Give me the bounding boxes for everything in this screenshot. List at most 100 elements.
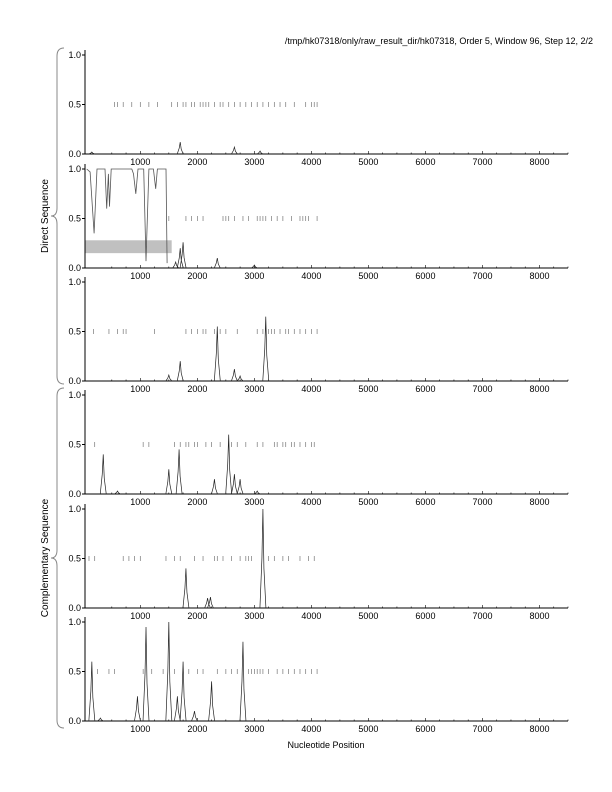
x-tick-label: 6000 xyxy=(415,497,435,507)
x-tick-label: 2000 xyxy=(187,157,207,167)
coding-peak xyxy=(213,326,221,382)
x-tick-label: 6000 xyxy=(415,611,435,621)
x-tick-label: 1000 xyxy=(130,724,150,734)
y-tick-label: 0.5 xyxy=(68,440,81,450)
coding-peak xyxy=(88,661,96,722)
x-tick-label: 3000 xyxy=(244,384,264,394)
x-tick-label: 8000 xyxy=(529,497,549,507)
coding-peak xyxy=(176,361,184,382)
y-tick-label: 0.5 xyxy=(68,554,81,564)
x-tick-label: 2000 xyxy=(187,384,207,394)
x-tick-label: 3000 xyxy=(244,724,264,734)
complementary-sequence-label: Complementary Sequence xyxy=(40,498,51,617)
panel-5: 0.0 0.5 1.0 1000 2000 3000 4000 5000 6000 7000 800… xyxy=(68,504,569,621)
y-tick-label: 0.0 xyxy=(68,149,81,159)
x-tick-label: 4000 xyxy=(301,724,321,734)
coding-peak xyxy=(165,469,173,495)
y-tick-label: 1.0 xyxy=(68,617,81,627)
coding-peak xyxy=(174,696,181,722)
x-tick-label: 8000 xyxy=(529,611,549,621)
x-tick-label: 5000 xyxy=(358,497,378,507)
y-tick-label: 1.0 xyxy=(68,390,81,400)
chart-title: /tmp/hk07318/only/raw_result_dir/hk07318… xyxy=(285,36,593,46)
coding-peak xyxy=(259,508,267,609)
coding-peak xyxy=(97,717,104,722)
coding-peak xyxy=(251,264,258,269)
y-tick-label: 1.0 xyxy=(68,164,81,174)
panel-3: 0.0 0.5 1.0 1000 2000 3000 4000 5000 6000 7000 800… xyxy=(68,277,569,394)
x-tick-label: 1000 xyxy=(130,271,150,281)
coding-peak xyxy=(99,454,107,495)
coding-peak xyxy=(207,597,214,609)
x-tick-label: 3000 xyxy=(244,157,264,167)
panel-1: 0.0 0.5 1.0 1000 2000 3000 4000 5000 6000 7000 800… xyxy=(68,50,569,167)
complementary-sequence-brace xyxy=(50,387,65,729)
coding-peak xyxy=(114,490,121,495)
x-tick-label: 3000 xyxy=(244,497,264,507)
y-tick-label: 0.0 xyxy=(68,263,81,273)
coding-peak xyxy=(179,242,187,269)
coding-peak xyxy=(88,151,95,155)
coding-peak xyxy=(239,641,247,722)
x-tick-label: 2000 xyxy=(187,724,207,734)
coding-peak xyxy=(182,568,190,609)
panel-6: 0.0 0.5 1.0 1000 2000 3000 4000 5000 6000 7000 800… xyxy=(68,617,569,734)
x-tick-label: 1000 xyxy=(130,157,150,167)
x-tick-label: 4000 xyxy=(301,611,321,621)
y-tick-label: 0.5 xyxy=(68,214,81,224)
panel-2: 0.0 0.5 1.0 1000 2000 3000 4000 5000 6000 7000 800… xyxy=(68,164,569,281)
y-tick-label: 0.0 xyxy=(68,603,81,613)
y-tick-label: 1.0 xyxy=(68,277,81,287)
coding-peak xyxy=(256,150,264,155)
x-tick-label: 3000 xyxy=(244,611,264,621)
x-tick-label: 6000 xyxy=(415,271,435,281)
panels: 0.0 0.5 1.0 1000 2000 3000 4000 5000 6000 7000 800… xyxy=(68,50,569,734)
coding-peak xyxy=(236,479,244,495)
x-tick-label: 7000 xyxy=(472,611,492,621)
y-tick-label: 0.0 xyxy=(68,376,81,386)
x-tick-label: 1000 xyxy=(130,611,150,621)
x-tick-label: 5000 xyxy=(358,157,378,167)
x-tick-label: 5000 xyxy=(358,724,378,734)
y-tick-label: 1.0 xyxy=(68,50,81,60)
x-tick-label: 2000 xyxy=(187,611,207,621)
coding-peak xyxy=(134,696,141,722)
coding-peak xyxy=(225,434,233,495)
coding-region-bar xyxy=(85,240,172,254)
coding-peak xyxy=(262,316,270,382)
x-tick-label: 4000 xyxy=(301,384,321,394)
x-tick-label: 1000 xyxy=(130,497,150,507)
y-tick-label: 1.0 xyxy=(68,504,81,514)
x-tick-label: 8000 xyxy=(529,384,549,394)
x-tick-label: 6000 xyxy=(415,384,435,394)
x-tick-label: 6000 xyxy=(415,724,435,734)
x-tick-label: 6000 xyxy=(415,157,435,167)
panel-4: 0.0 0.5 1.0 1000 2000 3000 4000 5000 6000 7000 800… xyxy=(68,390,569,507)
coding-peak xyxy=(176,142,184,155)
x-tick-label: 5000 xyxy=(358,271,378,281)
x-tick-label: 2000 xyxy=(187,271,207,281)
direct-sequence-label: Direct Sequence xyxy=(40,179,51,253)
x-tick-label: 4000 xyxy=(301,157,321,167)
x-tick-label: 1000 xyxy=(130,384,150,394)
x-tick-label: 7000 xyxy=(472,724,492,734)
x-tick-label: 4000 xyxy=(301,497,321,507)
x-tick-label: 5000 xyxy=(358,611,378,621)
coding-peak xyxy=(213,258,221,269)
x-tick-label: 7000 xyxy=(472,271,492,281)
coding-peak xyxy=(175,449,183,495)
coding-peak xyxy=(231,369,238,382)
y-tick-label: 0.0 xyxy=(68,716,81,726)
coding-potential-line xyxy=(86,168,168,264)
coding-peak xyxy=(204,598,211,609)
x-tick-label: 8000 xyxy=(529,724,549,734)
coding-peak xyxy=(211,479,218,495)
coding-peak xyxy=(236,375,244,382)
direct-sequence-brace xyxy=(50,47,65,385)
coding-peak xyxy=(208,681,215,722)
coding-peak xyxy=(165,373,173,382)
y-tick-label: 0.5 xyxy=(68,667,81,677)
coding-peak xyxy=(191,711,198,722)
x-tick-label: 7000 xyxy=(472,384,492,394)
x-tick-label: 8000 xyxy=(529,271,549,281)
